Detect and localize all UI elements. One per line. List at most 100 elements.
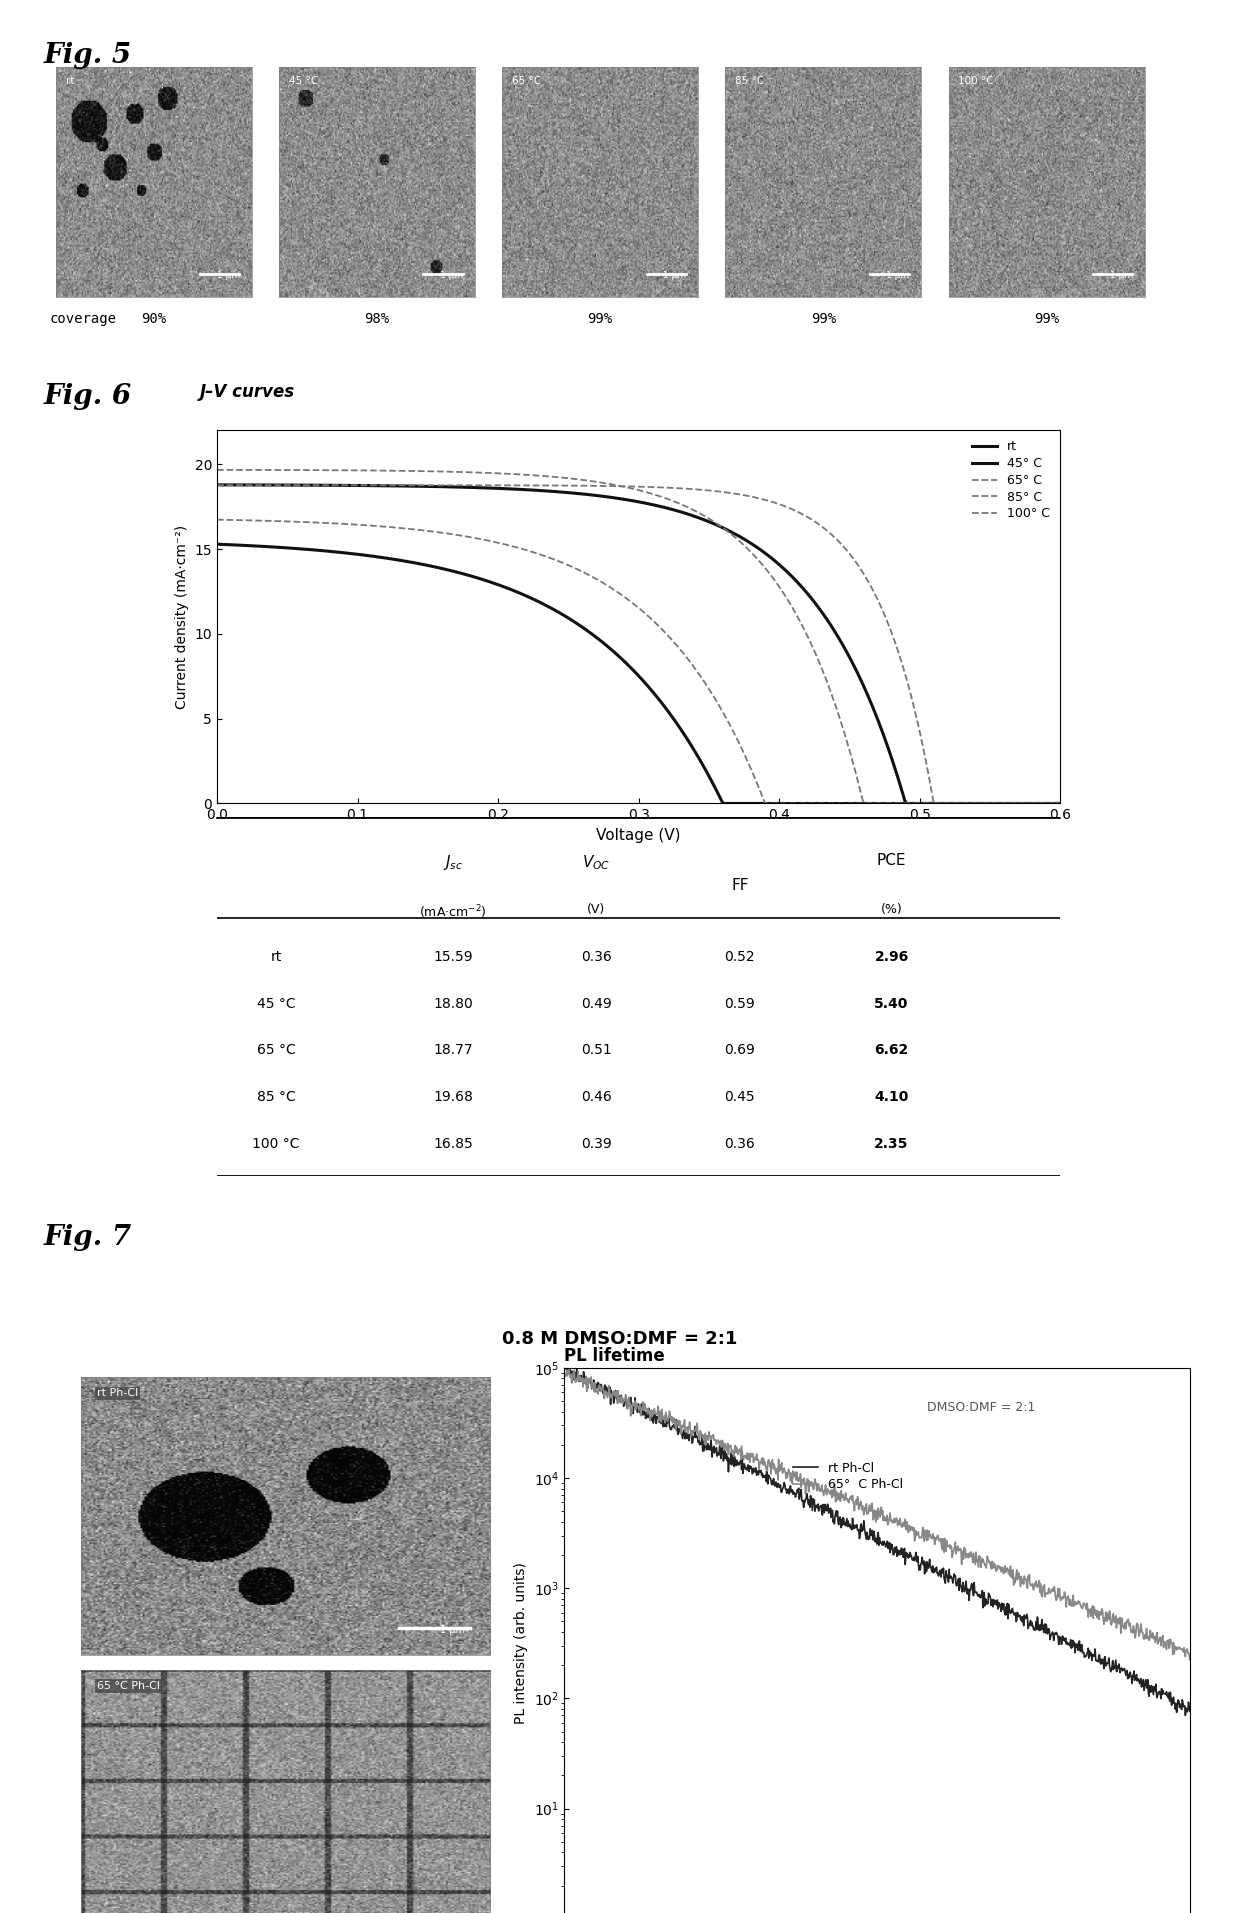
45° C — [615, 488, 630, 511]
85° C — [1034, 792, 1049, 815]
45° C — [899, 792, 914, 815]
rt Ph-Cl — [1183, 1697, 1198, 1720]
100° C — [666, 629, 681, 652]
rt Ph-Cl — [811, 1492, 826, 1515]
Text: 99%: 99% — [1034, 312, 1059, 325]
65°  C Ph-Cl — [1056, 1580, 1071, 1603]
Text: 1 μm: 1 μm — [440, 272, 464, 281]
Text: 0.8 M DMSO:DMF = 2:1: 0.8 M DMSO:DMF = 2:1 — [502, 1330, 738, 1347]
Text: 65 °C: 65 °C — [512, 77, 541, 86]
Text: 98%: 98% — [365, 312, 389, 325]
Text: 0.45: 0.45 — [724, 1090, 755, 1104]
45° C — [610, 486, 625, 509]
Text: 1 μm: 1 μm — [887, 272, 910, 281]
100° C — [1034, 792, 1049, 815]
100° C — [610, 582, 625, 605]
Text: rt Ph-Cl: rt Ph-Cl — [97, 1389, 138, 1398]
Text: 100 °C: 100 °C — [959, 77, 994, 86]
100° C — [903, 792, 918, 815]
Text: 18.77: 18.77 — [433, 1043, 472, 1058]
Text: PL lifetime: PL lifetime — [564, 1347, 665, 1364]
Text: FF: FF — [732, 878, 749, 893]
85° C — [210, 459, 224, 482]
Legend: rt, 45° C, 65° C, 85° C, 100° C: rt, 45° C, 65° C, 85° C, 100° C — [968, 436, 1054, 524]
100° C — [210, 509, 224, 532]
Text: 85 °C: 85 °C — [735, 77, 764, 86]
Text: 0.49: 0.49 — [582, 997, 611, 1010]
65°  C Ph-Cl — [987, 1557, 1002, 1580]
Text: Fig. 6: Fig. 6 — [43, 383, 131, 409]
Text: 0.52: 0.52 — [724, 951, 755, 964]
85° C — [1053, 792, 1068, 815]
Text: DMSO:DMF = 2:1: DMSO:DMF = 2:1 — [928, 1400, 1035, 1414]
rt — [903, 792, 918, 815]
45° C — [712, 515, 727, 538]
Text: 0.39: 0.39 — [582, 1136, 611, 1152]
Text: 2.96: 2.96 — [874, 951, 909, 964]
Text: 0.46: 0.46 — [582, 1090, 611, 1104]
65° C — [610, 474, 625, 497]
Text: 0.36: 0.36 — [582, 951, 611, 964]
100° C — [615, 583, 630, 606]
65° C — [1034, 792, 1049, 815]
Legend: rt Ph-Cl, 65°  C Ph-Cl: rt Ph-Cl, 65° C Ph-Cl — [789, 1456, 909, 1496]
65° C — [615, 474, 630, 497]
Text: 2.35: 2.35 — [874, 1136, 909, 1152]
85° C — [857, 792, 872, 815]
Text: 1 μm: 1 μm — [217, 272, 241, 281]
rt Ph-Cl — [1045, 1622, 1060, 1645]
rt Ph-Cl — [833, 1507, 848, 1530]
rt Ph-Cl — [557, 1354, 572, 1377]
Text: rt: rt — [270, 951, 281, 964]
65°  C Ph-Cl — [1183, 1643, 1198, 1666]
Text: 0.59: 0.59 — [724, 997, 755, 1010]
65° C — [928, 792, 942, 815]
rt — [610, 643, 625, 666]
Text: 85 °C: 85 °C — [257, 1090, 295, 1104]
Line: 45° C: 45° C — [217, 484, 1060, 803]
rt — [717, 792, 732, 815]
Text: 1 μm: 1 μm — [663, 272, 687, 281]
Text: 99%: 99% — [588, 312, 613, 325]
65° C — [712, 480, 727, 503]
Text: 0.51: 0.51 — [582, 1043, 611, 1058]
Text: (%): (%) — [880, 903, 903, 916]
Text: (V): (V) — [588, 903, 605, 916]
Text: coverage: coverage — [50, 312, 117, 325]
Text: 19.68: 19.68 — [433, 1090, 472, 1104]
100° C — [759, 792, 774, 815]
65° C — [1053, 792, 1068, 815]
Text: 15.59: 15.59 — [433, 951, 472, 964]
85° C — [615, 474, 630, 497]
65°  C Ph-Cl — [562, 1356, 577, 1379]
Text: 45 °C: 45 °C — [289, 77, 317, 86]
Text: 16.85: 16.85 — [433, 1136, 472, 1152]
Text: 18.80: 18.80 — [433, 997, 472, 1010]
100° C — [1053, 792, 1068, 815]
Text: 5.40: 5.40 — [874, 997, 909, 1010]
X-axis label: Voltage (V): Voltage (V) — [596, 828, 681, 844]
45° C — [1053, 792, 1068, 815]
rt — [210, 532, 224, 555]
65° C — [900, 673, 915, 696]
45° C — [1034, 792, 1049, 815]
Text: 65 °C Ph-Cl: 65 °C Ph-Cl — [97, 1682, 160, 1691]
65°  C Ph-Cl — [1045, 1580, 1060, 1603]
rt Ph-Cl — [987, 1594, 1002, 1616]
85° C — [712, 513, 727, 536]
Text: 100 °C: 100 °C — [252, 1136, 300, 1152]
rt — [1034, 792, 1049, 815]
rt Ph-Cl — [559, 1352, 574, 1375]
85° C — [610, 474, 625, 497]
Text: PCE: PCE — [877, 853, 906, 869]
rt — [712, 784, 727, 807]
Y-axis label: PL intensity (arb. units): PL intensity (arb. units) — [515, 1563, 528, 1724]
Line: 100° C: 100° C — [217, 520, 1060, 803]
Line: 65°  C Ph-Cl: 65° C Ph-Cl — [564, 1368, 1190, 1660]
Text: Fig. 7: Fig. 7 — [43, 1224, 131, 1251]
Text: 99%: 99% — [811, 312, 836, 325]
Text: 1 μm: 1 μm — [440, 1626, 465, 1636]
65°  C Ph-Cl — [557, 1360, 572, 1383]
rt — [666, 708, 681, 731]
Y-axis label: Current density (mA·cm⁻²): Current density (mA·cm⁻²) — [175, 524, 188, 710]
